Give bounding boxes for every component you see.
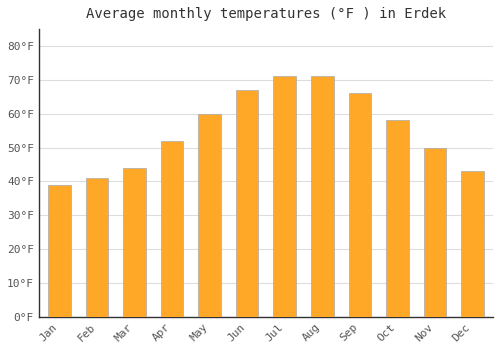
Bar — [198, 114, 221, 317]
Bar — [461, 171, 483, 317]
Bar — [236, 90, 258, 317]
Title: Average monthly temperatures (°F ) in Erdek: Average monthly temperatures (°F ) in Er… — [86, 7, 446, 21]
Bar — [311, 76, 334, 317]
Bar — [424, 148, 446, 317]
Bar — [161, 141, 184, 317]
Bar — [348, 93, 371, 317]
Bar — [386, 120, 408, 317]
Bar — [86, 178, 108, 317]
Bar — [124, 168, 146, 317]
Bar — [274, 76, 296, 317]
Bar — [48, 185, 70, 317]
